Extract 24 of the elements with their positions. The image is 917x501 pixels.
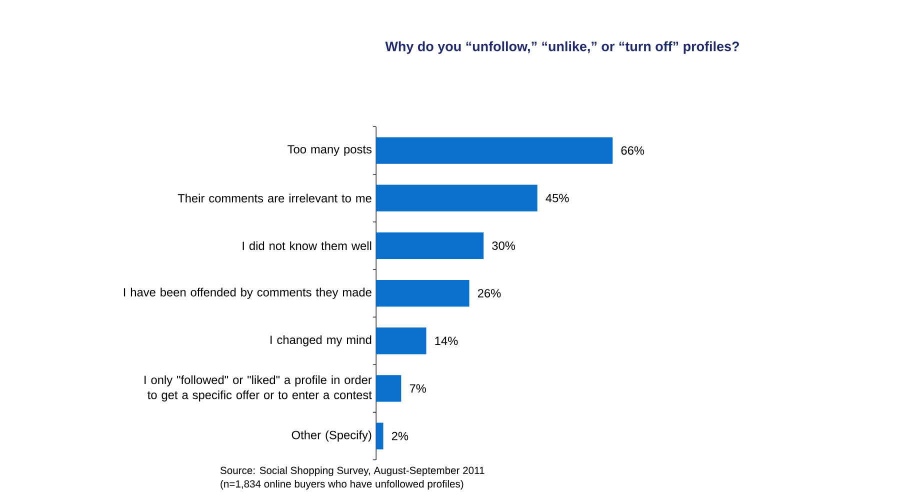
source-note: Source: Social Shopping Survey, August-September 2011: [220, 466, 484, 476]
y-tick-label: Other (Specify): [292, 430, 372, 442]
data-label: 2%: [392, 432, 408, 440]
bar: [376, 137, 613, 164]
bar: [376, 422, 384, 450]
data-label: 66%: [621, 146, 644, 155]
data-label: 45%: [546, 194, 569, 202]
y-tick-label: I have been offended by comments they made: [124, 288, 372, 299]
data-label: 7%: [410, 384, 426, 393]
y-tick-label: I changed my mind: [270, 335, 372, 346]
y-tick-label: I did not know them well: [242, 241, 372, 250]
y-tick-label: I only "followed" or "liked" a profile in order to get a specific offer or to enter a contest: [144, 375, 372, 402]
chart-title: Why do you “unfollow,” “unlike,” or “turn off” profiles?: [385, 41, 739, 54]
y-tick-label: Their comments are irrelevant to me: [178, 194, 372, 202]
text: (n=1,834 online buyers who have unfollowed profiles): [220, 480, 464, 490]
data-label: 26%: [478, 288, 501, 298]
y-tick-label: Too many posts: [288, 145, 372, 156]
bar: [376, 327, 426, 354]
bar: [376, 232, 484, 259]
bar: [376, 184, 538, 212]
bar: [376, 280, 470, 306]
data-label: 30%: [492, 241, 516, 250]
bar: [376, 375, 402, 402]
data-label: 14%: [435, 336, 458, 345]
